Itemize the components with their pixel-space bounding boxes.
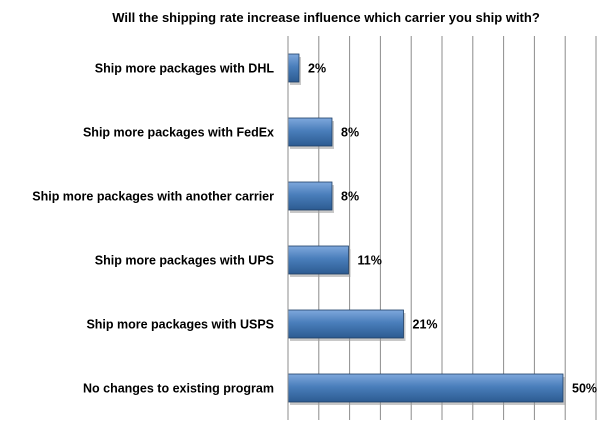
- category-labels: Ship more packages with DHL Ship more pac…: [32, 62, 274, 396]
- bars: [287, 53, 565, 405]
- category-label: Ship more packages with USPS: [86, 318, 274, 332]
- category-label: Ship more packages with another carrier: [32, 190, 274, 204]
- category-label: Ship more packages with DHL: [95, 62, 275, 76]
- bar: [287, 373, 564, 403]
- data-label: 8%: [341, 126, 359, 140]
- data-label: 21%: [413, 318, 438, 332]
- category-label: Ship more packages with UPS: [95, 254, 274, 268]
- bar: [287, 117, 333, 147]
- category-label: Ship more packages with FedEx: [83, 126, 274, 140]
- data-labels: 2% 8% 8% 11% 21% 50%: [308, 62, 597, 396]
- chart-title: Will the shipping rate increase influenc…: [112, 10, 540, 25]
- data-label: 2%: [308, 62, 326, 76]
- data-label: 8%: [341, 190, 359, 204]
- gridlines: [287, 36, 597, 420]
- bar: [287, 309, 404, 339]
- bar: [287, 53, 300, 83]
- data-label: 50%: [572, 382, 597, 396]
- bar: [287, 181, 333, 211]
- category-label: No changes to existing program: [83, 382, 274, 396]
- data-label: 11%: [358, 254, 382, 268]
- bar: [287, 245, 349, 275]
